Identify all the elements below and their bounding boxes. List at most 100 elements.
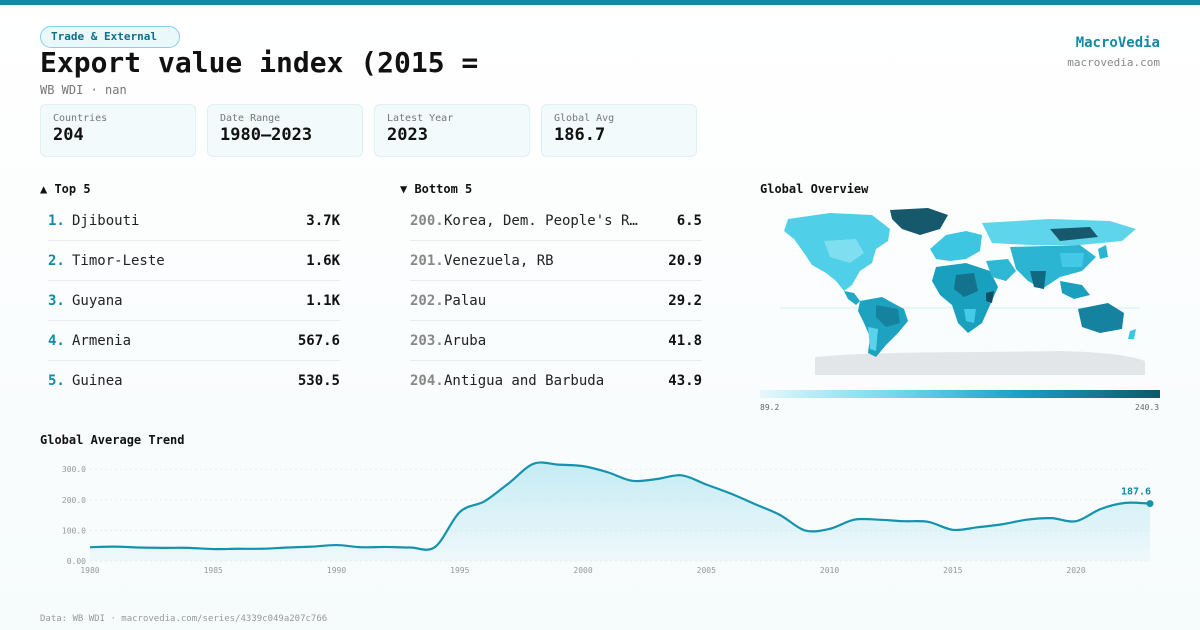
region-africa <box>932 263 998 333</box>
rank-number: 202. <box>410 292 444 309</box>
country-name: Korea, Dem. People's R… <box>444 212 638 229</box>
stat-card-latest-year: Latest Year 2023 <box>374 104 530 157</box>
x-tick-label: 1995 <box>450 566 469 575</box>
rank-number: 200. <box>410 212 444 229</box>
stat-value: 2023 <box>387 125 428 145</box>
rank-number: 4. <box>48 332 65 349</box>
stat-label: Date Range <box>220 113 281 124</box>
country-name: Aruba <box>444 332 487 349</box>
top5-heading: ▲ Top 5 <box>40 182 91 196</box>
x-tick-label: 2020 <box>1066 566 1085 575</box>
y-tick-label: 0.00 <box>67 557 86 566</box>
country-name: Venezuela, RB <box>444 252 554 269</box>
country-name: Armenia <box>72 332 132 349</box>
region-japan <box>1098 245 1108 259</box>
category-badge[interactable]: Trade & External <box>40 26 180 48</box>
rank-number: 2. <box>48 252 65 269</box>
region-mongolia <box>1050 227 1098 241</box>
rank-number: 203. <box>410 332 444 349</box>
country-value: 41.8 <box>668 332 702 349</box>
list-item[interactable]: 201. Venezuela, RB 20.9 <box>410 241 702 281</box>
brand-url[interactable]: macrovedia.com <box>1067 56 1160 69</box>
x-tick-label: 1990 <box>327 566 346 575</box>
map-color-scale <box>760 390 1160 398</box>
region-india <box>1030 271 1046 289</box>
trend-line <box>89 461 1151 551</box>
list-item[interactable]: 1. Djibouti 3.7K <box>48 201 340 241</box>
bottom5-list: 200. Korea, Dem. People's R… 6.5 201. Ve… <box>410 201 702 401</box>
y-tick-label: 100.0 <box>62 526 86 535</box>
x-tick-label: 2005 <box>697 566 716 575</box>
country-value: 29.2 <box>668 292 702 309</box>
x-tick-label: 2000 <box>573 566 592 575</box>
list-item[interactable]: 3. Guyana 1.1K <box>48 281 340 321</box>
region-new-zealand <box>1128 329 1136 339</box>
x-tick-label: 2015 <box>943 566 962 575</box>
y-tick-label: 200.0 <box>62 496 86 505</box>
list-item[interactable]: 204. Antigua and Barbuda 43.9 <box>410 361 702 401</box>
stat-value: 204 <box>53 125 84 145</box>
top5-list: 1. Djibouti 3.7K 2. Timor-Leste 1.6K 3. … <box>48 201 340 401</box>
top-accent-bar <box>0 0 1200 5</box>
country-value: 530.5 <box>297 373 340 389</box>
footer-source: Data: WB WDI · macrovedia.com/series/433… <box>40 614 328 624</box>
region-australia <box>1078 303 1124 333</box>
region-horn-of-africa <box>986 291 994 303</box>
scale-max-label: 240.3 <box>1135 403 1160 412</box>
trend-last-label: 187.6 <box>1121 487 1151 498</box>
country-name: Djibouti <box>72 212 140 229</box>
map-heading: Global Overview <box>760 182 869 196</box>
country-name: Palau <box>444 292 487 309</box>
country-name: Guinea <box>72 373 123 389</box>
global-average-trend-chart[interactable]: 0.00 100.0 200.0 300.0 1980 1985 1990 1995 2000 2… <box>40 455 1170 580</box>
country-value: 1.6K <box>306 252 340 269</box>
rank-number: 204. <box>410 373 444 389</box>
trend-area <box>90 462 1150 561</box>
country-value: 20.9 <box>668 252 702 269</box>
brand-name[interactable]: MacroVedia <box>1075 35 1160 51</box>
country-value: 43.9 <box>668 373 702 389</box>
list-item[interactable]: 2. Timor-Leste 1.6K <box>48 241 340 281</box>
country-name: Guyana <box>72 292 123 309</box>
country-value: 3.7K <box>306 212 340 229</box>
stat-value: 1980–2023 <box>220 125 313 145</box>
rank-number: 1. <box>48 212 65 229</box>
region-sahel <box>954 273 978 297</box>
rank-number: 3. <box>48 292 65 309</box>
country-name: Antigua and Barbuda <box>444 373 605 389</box>
list-item[interactable]: 5. Guinea 530.5 <box>48 361 340 401</box>
list-item[interactable]: 203. Aruba 41.8 <box>410 321 702 361</box>
rank-number: 5. <box>48 373 65 389</box>
country-value: 1.1K <box>306 292 340 309</box>
region-brazil <box>876 305 900 327</box>
stat-label: Global Avg <box>554 113 615 124</box>
list-item[interactable]: 200. Korea, Dem. People's R… 6.5 <box>410 201 702 241</box>
region-europe <box>930 231 982 261</box>
x-tick-label: 2010 <box>820 566 839 575</box>
region-southern-africa <box>964 309 976 323</box>
region-asia <box>1010 245 1096 289</box>
rank-number: 201. <box>410 252 444 269</box>
country-value: 567.6 <box>297 332 340 349</box>
stat-card-date-range: Date Range 1980–2023 <box>207 104 363 157</box>
region-south-america <box>858 297 908 357</box>
stat-label: Latest Year <box>387 113 454 124</box>
list-item[interactable]: 4. Armenia 567.6 <box>48 321 340 361</box>
x-tick-label: 1985 <box>204 566 223 575</box>
list-item[interactable]: 202. Palau 29.2 <box>410 281 702 321</box>
stat-card-countries: Countries 204 <box>40 104 196 157</box>
stat-card-global-avg: Global Avg 186.7 <box>541 104 697 157</box>
region-middle-east <box>986 259 1016 281</box>
region-southeast-asia <box>1060 281 1090 299</box>
x-tick-label: 1980 <box>80 566 99 575</box>
trend-last-point <box>1146 500 1154 508</box>
stat-value: 186.7 <box>554 125 606 145</box>
region-usa <box>824 239 864 263</box>
region-greenland <box>890 208 948 235</box>
region-central-america <box>844 291 860 305</box>
world-choropleth-map[interactable] <box>760 205 1160 381</box>
stat-label: Countries <box>53 113 108 124</box>
country-name: Timor-Leste <box>72 252 165 269</box>
country-value: 6.5 <box>676 212 702 229</box>
y-tick-label: 300.0 <box>62 465 86 474</box>
